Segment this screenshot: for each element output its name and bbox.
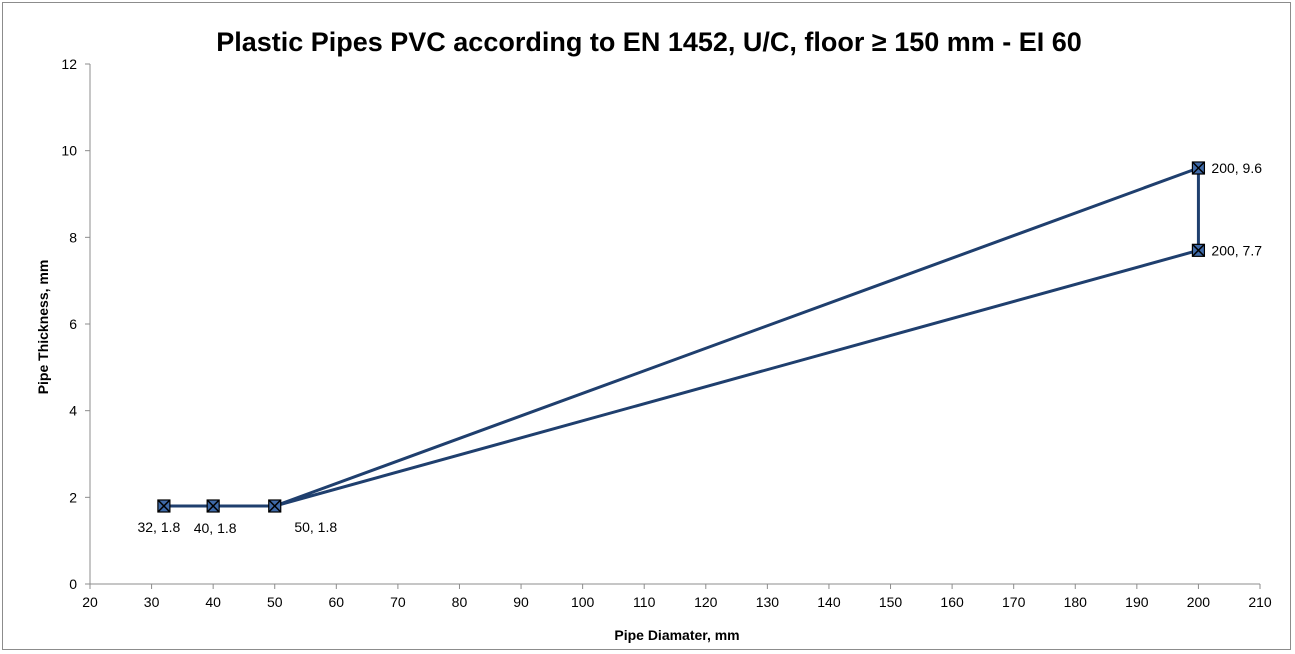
data-label: 200, 7.7 [1211,242,1262,258]
x-tick-label: 160 [940,594,964,610]
x-axis-title: Pipe Diamater, mm [614,627,739,643]
data-label: 200, 9.6 [1211,160,1262,176]
data-point-marker [206,499,220,513]
x-tick-label: 180 [1064,594,1088,610]
x-tick-label: 40 [205,594,221,610]
chart-title: Plastic Pipes PVC according to EN 1452, … [216,27,1082,57]
y-tick-label: 0 [69,576,77,592]
data-point-marker [1191,243,1206,257]
x-tick-label: 60 [329,594,345,610]
data-labels: 32, 1.8 40, 1.8 50, 1.8 200, 9.6 200, 7.7 [137,160,1262,536]
x-tick-label: 210 [1248,594,1272,610]
y-tick-label: 6 [69,316,77,332]
y-tick-label: 8 [69,229,77,245]
chart-svg: Plastic Pipes PVC according to EN 1452, … [35,27,1272,643]
series-line [163,166,1200,508]
x-tick-label: 50 [267,594,283,610]
y-tick-label: 12 [61,56,77,72]
y-tick-label: 4 [69,403,77,419]
x-tick-label: 130 [756,594,780,610]
x-tick-label: 140 [817,594,841,610]
x-tick-label: 200 [1187,594,1211,610]
y-axis-title: Pipe Thickness, mm [35,260,51,395]
x-tick-label: 150 [879,594,903,610]
data-label: 50, 1.8 [294,519,337,535]
data-point-marker [157,499,171,513]
x-tick-label: 80 [452,594,468,610]
x-tick-label: 70 [390,594,406,610]
y-tick-label: 10 [61,143,77,159]
y-tick-label: 2 [69,489,77,505]
x-tick-label: 120 [694,594,718,610]
data-label: 40, 1.8 [194,520,237,536]
x-tick-label: 90 [513,594,529,610]
x-tick-label: 190 [1125,594,1149,610]
series-layer [157,161,1206,513]
data-label: 32, 1.8 [137,519,180,535]
data-point-marker [1191,161,1206,175]
axes: 0 2 4 6 8 10 12 20 30 40 50 60 70 80 90 100 110 120 130 140… [61,56,1271,610]
x-tick-label: 170 [1002,594,1026,610]
data-point-marker [268,499,282,513]
x-tick-label: 110 [633,594,656,610]
x-tick-label: 30 [144,594,160,610]
x-tick-label: 100 [571,594,595,610]
x-tick-label: 20 [82,594,98,610]
